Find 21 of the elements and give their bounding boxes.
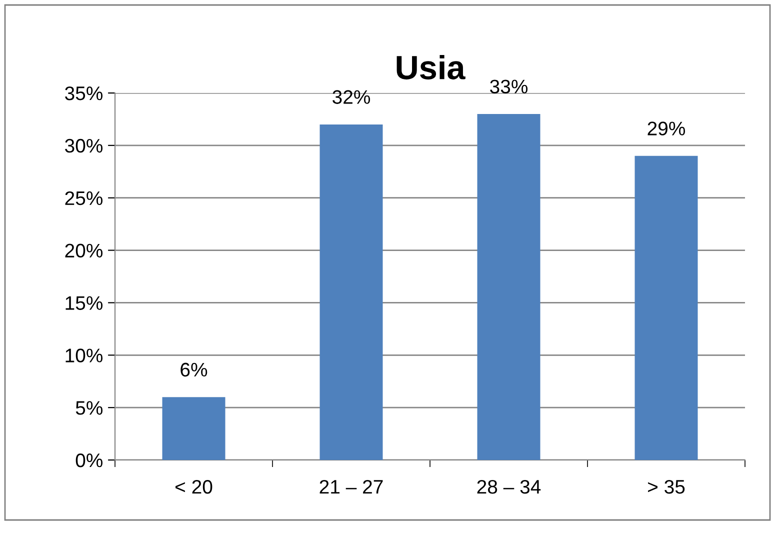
bar (320, 124, 383, 460)
y-tick-label: 15% (66, 296, 103, 310)
bar (634, 156, 698, 460)
bar (477, 114, 540, 460)
data-label: 29% (648, 122, 686, 136)
data-label: 6% (180, 362, 208, 377)
y-tick-label: 10% (66, 348, 103, 362)
x-tick-label: 21 – 27 (320, 480, 383, 494)
y-tick-label: 20% (65, 244, 103, 258)
y-tick-label: 25% (65, 191, 103, 206)
y-tick-label: 0% (76, 453, 103, 468)
x-tick-label: 28 – 34 (477, 480, 541, 494)
data-label: 33% (490, 80, 528, 94)
y-tick-label: 5% (76, 401, 103, 415)
y-tick-label: 30% (65, 138, 103, 153)
data-label: 32% (332, 90, 370, 104)
y-tick-label: 35% (65, 86, 103, 100)
chart-title: Usia (396, 54, 466, 80)
bar (162, 397, 226, 460)
x-tick-label: < 20 (176, 480, 212, 494)
x-tick-label: > 35 (648, 480, 685, 494)
